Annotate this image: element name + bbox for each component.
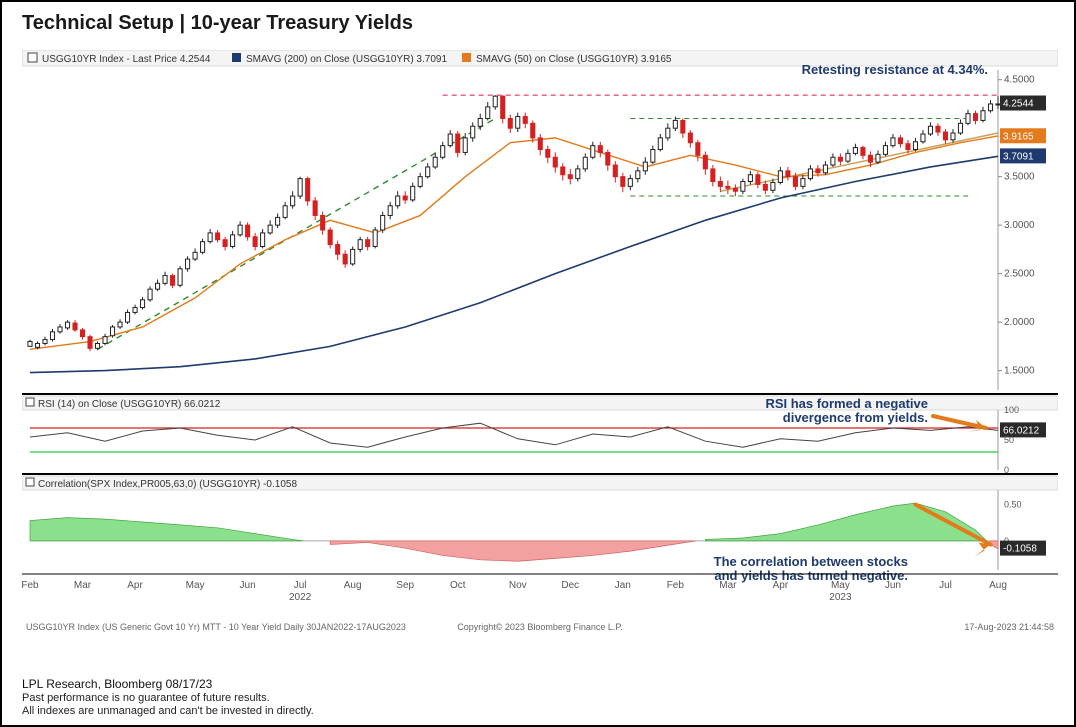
svg-text:Jul: Jul (294, 580, 307, 591)
svg-text:1.5000: 1.5000 (1004, 366, 1035, 377)
svg-text:3.5000: 3.5000 (1004, 172, 1035, 183)
footer-disc1: Past performance is no guarantee of futu… (22, 692, 314, 706)
svg-text:2022: 2022 (289, 592, 312, 603)
svg-text:0.50: 0.50 (1004, 500, 1022, 510)
svg-text:50: 50 (1004, 435, 1014, 445)
svg-text:Jun: Jun (240, 580, 256, 591)
svg-text:Mar: Mar (74, 580, 92, 591)
main-chart-svg: USGG10YR Index - Last Price 4.2544 SMAVG … (22, 50, 1058, 648)
svg-text:Dec: Dec (561, 580, 579, 591)
chart-page: Technical Setup | 10-year Treasury Yield… (0, 0, 1076, 727)
svg-text:Aug: Aug (989, 580, 1007, 591)
svg-text:3.7091: 3.7091 (1003, 151, 1034, 162)
svg-text:17-Aug-2023 21:44:58: 17-Aug-2023 21:44:58 (964, 622, 1054, 632)
svg-text:and yields has turned negative: and yields has turned negative. (714, 568, 908, 583)
svg-text:100: 100 (1004, 405, 1019, 415)
page-title: Technical Setup | 10-year Treasury Yield… (2, 2, 1074, 39)
svg-text:RSI (14) on Close (USGG10YR): RSI (14) on Close (USGG10YR) 66.0212 (38, 399, 221, 410)
svg-text:USGG10YR Index - Last Price 4.: USGG10YR Index - Last Price 4.2544 (42, 54, 211, 65)
svg-text:3.9165: 3.9165 (1003, 131, 1034, 142)
svg-text:USGG10YR Index (US Generic Gov: USGG10YR Index (US Generic Govt 10 Yr) M… (26, 622, 406, 632)
svg-text:Copyright© 2023 Bloomberg Fina: Copyright© 2023 Bloomberg Finance L.P. (457, 622, 623, 632)
svg-text:May: May (831, 580, 850, 591)
svg-text:Apr: Apr (127, 580, 143, 591)
svg-text:RSI has formed a negative: RSI has formed a negative (765, 396, 928, 411)
svg-text:-0.1058: -0.1058 (1003, 544, 1037, 555)
svg-text:Feb: Feb (22, 580, 39, 591)
svg-text:Jan: Jan (615, 580, 631, 591)
svg-text:Correlation(SPX Index,PR005,63: Correlation(SPX Index,PR005,63,0) (USGG1… (38, 479, 297, 490)
svg-text:Feb: Feb (667, 580, 685, 591)
svg-text:The correlation between stocks: The correlation between stocks (714, 554, 908, 569)
svg-text:2.0000: 2.0000 (1004, 317, 1035, 328)
svg-text:Sep: Sep (396, 580, 414, 591)
svg-text:Aug: Aug (344, 580, 362, 591)
svg-text:3.0000: 3.0000 (1004, 220, 1035, 231)
svg-text:2023: 2023 (829, 592, 852, 603)
svg-text:Jun: Jun (885, 580, 901, 591)
svg-text:Nov: Nov (509, 580, 527, 591)
svg-text:Mar: Mar (719, 580, 737, 591)
footer-source: LPL Research, Bloomberg 08/17/23 (22, 677, 314, 692)
svg-text:divergence from yields.: divergence from yields. (783, 410, 928, 425)
svg-text:SMAVG (50) on Close (USGG10YR: SMAVG (50) on Close (USGG10YR) 3.9165 (476, 54, 672, 65)
svg-text:2.5000: 2.5000 (1004, 269, 1035, 280)
svg-text:Retesting resistance at 4.34%.: Retesting resistance at 4.34%. (802, 62, 988, 77)
svg-text:SMAVG (200) on Close (USGG10Y: SMAVG (200) on Close (USGG10YR) 3.7091 (246, 54, 447, 65)
svg-text:Oct: Oct (450, 580, 466, 591)
svg-text:Apr: Apr (773, 580, 789, 591)
svg-text:4.2544: 4.2544 (1003, 99, 1034, 110)
chart-container: USGG10YR Index - Last Price 4.2544 SMAVG … (22, 50, 1058, 648)
svg-text:May: May (186, 580, 205, 591)
svg-text:Jul: Jul (939, 580, 952, 591)
svg-text:4.5000: 4.5000 (1004, 75, 1035, 86)
footer-disc2: All indexes are unmanaged and can't be i… (22, 705, 314, 719)
footer: LPL Research, Bloomberg 08/17/23 Past pe… (22, 677, 314, 720)
